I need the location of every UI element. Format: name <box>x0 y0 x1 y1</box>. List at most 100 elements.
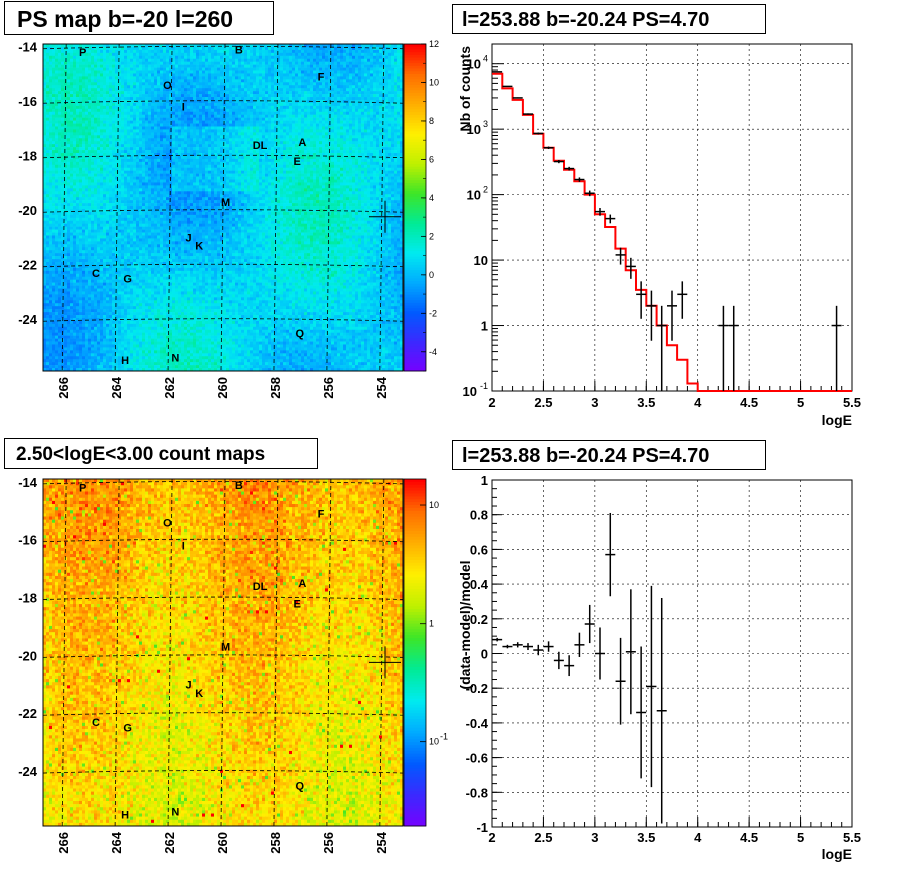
x-tick-label: 5 <box>797 830 804 845</box>
residual-point <box>543 641 554 652</box>
data-point <box>636 281 647 319</box>
x-tick-label: 262 <box>162 832 177 854</box>
color-bar-frame <box>403 43 427 372</box>
source-label-f: F <box>318 72 325 84</box>
y-tick-label: -22 <box>18 258 37 273</box>
source-label-c: C <box>92 268 100 280</box>
residual-point <box>523 643 533 651</box>
x-tick-label: 266 <box>56 832 71 854</box>
source-label-n: N <box>171 352 179 364</box>
y-tick-exponent: 3 <box>483 119 488 129</box>
source-label-i: I <box>182 102 185 114</box>
y-tick-label: -0.8 <box>466 785 488 800</box>
color-bar-tick-label: -4 <box>429 347 437 357</box>
source-label-k: K <box>195 688 203 700</box>
x-tick-label: 264 <box>109 831 124 853</box>
source-label-g: G <box>123 723 132 735</box>
x-tick-label: 262 <box>162 377 177 399</box>
data-point <box>718 305 729 391</box>
map-graticule <box>42 478 404 827</box>
y-tick-exponent: -1 <box>480 381 488 391</box>
data-point <box>831 305 842 391</box>
source-label-q: Q <box>295 328 304 340</box>
y-tick-label: -20 <box>18 648 37 663</box>
source-label-b: B <box>235 44 243 56</box>
data-point <box>646 290 657 341</box>
x-axis-label: logE <box>822 846 852 862</box>
data-point <box>492 71 503 73</box>
graticule-meridian <box>326 478 332 827</box>
y-tick-label: 1 <box>481 319 488 334</box>
source-label-a: A <box>298 578 306 590</box>
source-label-m: M <box>221 642 230 654</box>
map-frame <box>42 478 404 827</box>
data-point <box>677 281 688 319</box>
data-point <box>543 146 554 150</box>
y-tick-label: -14 <box>18 475 38 490</box>
y-tick-label: -14 <box>18 40 38 55</box>
x-tick-label: 254 <box>374 831 389 853</box>
graticule-meridian <box>326 43 332 372</box>
residual-point <box>615 637 626 725</box>
graticule-meridian <box>220 43 226 372</box>
residual-title: l=253.88 b=-20.24 PS=4.70 <box>452 440 766 470</box>
source-label-q: Q <box>295 781 304 793</box>
source-label-b: B <box>235 480 243 492</box>
residual-point <box>605 512 616 597</box>
source-label-dl: DL <box>253 140 268 152</box>
color-bar-tick-label: 6 <box>429 154 434 164</box>
color-bar-tick-label: -2 <box>429 308 437 318</box>
y-tick-label: -24 <box>18 312 38 327</box>
source-label-p: P <box>79 47 86 59</box>
x-axis-label: logE <box>822 412 852 428</box>
y-tick-label: 10 <box>467 57 481 72</box>
source-label-c: C <box>92 717 100 729</box>
x-tick-label: 258 <box>268 832 283 854</box>
x-tick-label: 260 <box>215 832 230 854</box>
spectrum-frame <box>491 43 853 392</box>
y-tick-label: 10 <box>467 188 481 203</box>
y-axis-label: (data-model)/model <box>457 560 473 689</box>
x-tick-label: 2 <box>488 830 495 845</box>
data-point <box>667 290 677 341</box>
data-point <box>512 97 523 99</box>
spectrum-title: l=253.88 b=-20.24 PS=4.70 <box>452 4 766 34</box>
x-tick-label: 4.5 <box>740 395 758 410</box>
residual-panel: 2 2.5 3 3.5 4 4.5 5 5.5 1 0.8 0.6 0.4 0.2 0 -0.2 -0.4 -0… <box>457 473 861 862</box>
residual-point <box>574 632 585 657</box>
residual-point <box>646 585 657 788</box>
x-tick-label: 4 <box>694 830 702 845</box>
x-tick-label: 254 <box>374 376 389 398</box>
y-tick-label: 0.8 <box>470 508 488 523</box>
graticule-meridian <box>379 43 385 372</box>
y-tick-label: 0.2 <box>470 612 488 627</box>
data-point <box>564 166 575 171</box>
color-bar-tick-label: 1 <box>429 619 434 629</box>
residual-point <box>553 651 564 670</box>
source-label-m: M <box>221 197 230 209</box>
x-tick-label: 256 <box>321 377 336 399</box>
graticule-meridian <box>114 43 120 372</box>
graticule-meridian <box>61 478 67 827</box>
source-label-j: J <box>186 232 192 244</box>
color-bar-exponent: -1 <box>440 732 448 742</box>
color-bar-tick-label: 0 <box>429 270 434 280</box>
color-bar <box>404 479 426 827</box>
residual-point <box>656 597 667 824</box>
y-tick-label: -16 <box>18 94 37 109</box>
source-label-o: O <box>163 517 172 529</box>
x-tick-label: 5.5 <box>843 830 861 845</box>
y-tick-label: 1 <box>481 473 488 488</box>
residual-point <box>636 646 647 779</box>
residual-grid <box>491 479 853 828</box>
source-label-h: H <box>121 355 129 367</box>
y-tick-label: 0 <box>481 647 488 662</box>
y-axis-label: Nb of counts <box>457 46 473 132</box>
graticule-meridian <box>220 478 226 827</box>
x-tick-label: 2.5 <box>534 830 552 845</box>
y-tick-label: 10 <box>467 122 481 137</box>
data-point <box>502 85 513 88</box>
color-bar-tick-label: 4 <box>429 193 434 203</box>
